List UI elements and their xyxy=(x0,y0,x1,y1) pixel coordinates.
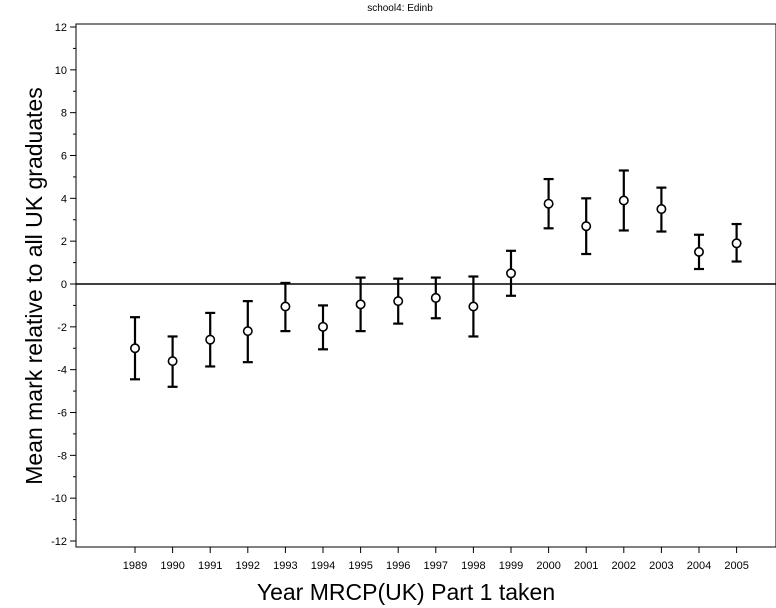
y-tick-label: -4 xyxy=(57,365,67,377)
x-tick-label: 1990 xyxy=(160,560,184,572)
x-tick-label: 1993 xyxy=(273,560,297,572)
y-tick-label: 6 xyxy=(61,151,67,163)
x-axis-title: Year MRCP(UK) Part 1 taken xyxy=(257,579,555,605)
x-tick-label: 2003 xyxy=(649,560,673,572)
x-tick-label: 2004 xyxy=(687,560,711,572)
y-axis-title: Mean mark relative to all UK graduates xyxy=(21,87,47,485)
mean-point xyxy=(618,195,629,206)
chart-subtitle: school4: Edinb xyxy=(367,3,433,14)
mean-point xyxy=(355,299,366,310)
mean-point xyxy=(130,343,141,354)
x-tick-label: 1995 xyxy=(348,560,372,572)
x-tick-label: 1994 xyxy=(311,560,335,572)
y-tick-label: 10 xyxy=(55,65,67,77)
mean-point xyxy=(393,296,404,307)
mean-point xyxy=(505,268,516,279)
y-tick-label: -10 xyxy=(51,493,67,505)
mean-point xyxy=(731,238,742,249)
mean-point xyxy=(167,356,178,367)
x-tick-label: 1989 xyxy=(123,560,147,572)
x-tick-label: 1991 xyxy=(198,560,222,572)
x-axis: 1989 1990 1991 1992 1993 1994 1995 1996 1997 1998… xyxy=(123,547,749,572)
x-tick-label: 2001 xyxy=(574,560,598,572)
x-tick-label: 2000 xyxy=(536,560,560,572)
x-tick-label: 1998 xyxy=(461,560,485,572)
mean-point xyxy=(430,292,441,303)
y-tick-label: 2 xyxy=(61,236,67,248)
y-tick-label: 0 xyxy=(61,279,67,291)
x-tick-label: 2005 xyxy=(724,560,748,572)
mean-point xyxy=(468,301,479,312)
y-axis: -12 -10 -8 -6 -4 -2 0 2 4 6 8 10 12 xyxy=(51,22,76,548)
plot-frame xyxy=(75,23,776,548)
y-tick-label: -6 xyxy=(57,408,67,420)
mean-point xyxy=(280,301,291,312)
mean-point xyxy=(242,326,253,337)
mean-point xyxy=(205,334,216,345)
y-tick-label: 12 xyxy=(55,22,67,34)
x-tick-label: 1996 xyxy=(386,560,410,572)
mean-point xyxy=(656,204,667,215)
y-tick-label: 4 xyxy=(61,193,67,205)
mean-point xyxy=(581,221,592,232)
mean-point xyxy=(693,246,704,257)
error-bars xyxy=(130,169,742,388)
y-tick-label: -8 xyxy=(57,450,67,462)
y-tick-label: -12 xyxy=(51,536,67,548)
mean-point xyxy=(543,198,554,209)
x-tick-label: 1999 xyxy=(499,560,523,572)
y-tick-label: -2 xyxy=(57,322,67,334)
x-tick-label: 1997 xyxy=(424,560,448,572)
x-tick-label: 2002 xyxy=(612,560,636,572)
y-tick-label: 8 xyxy=(61,108,67,120)
mean-point xyxy=(317,321,328,332)
x-tick-label: 1992 xyxy=(236,560,260,572)
